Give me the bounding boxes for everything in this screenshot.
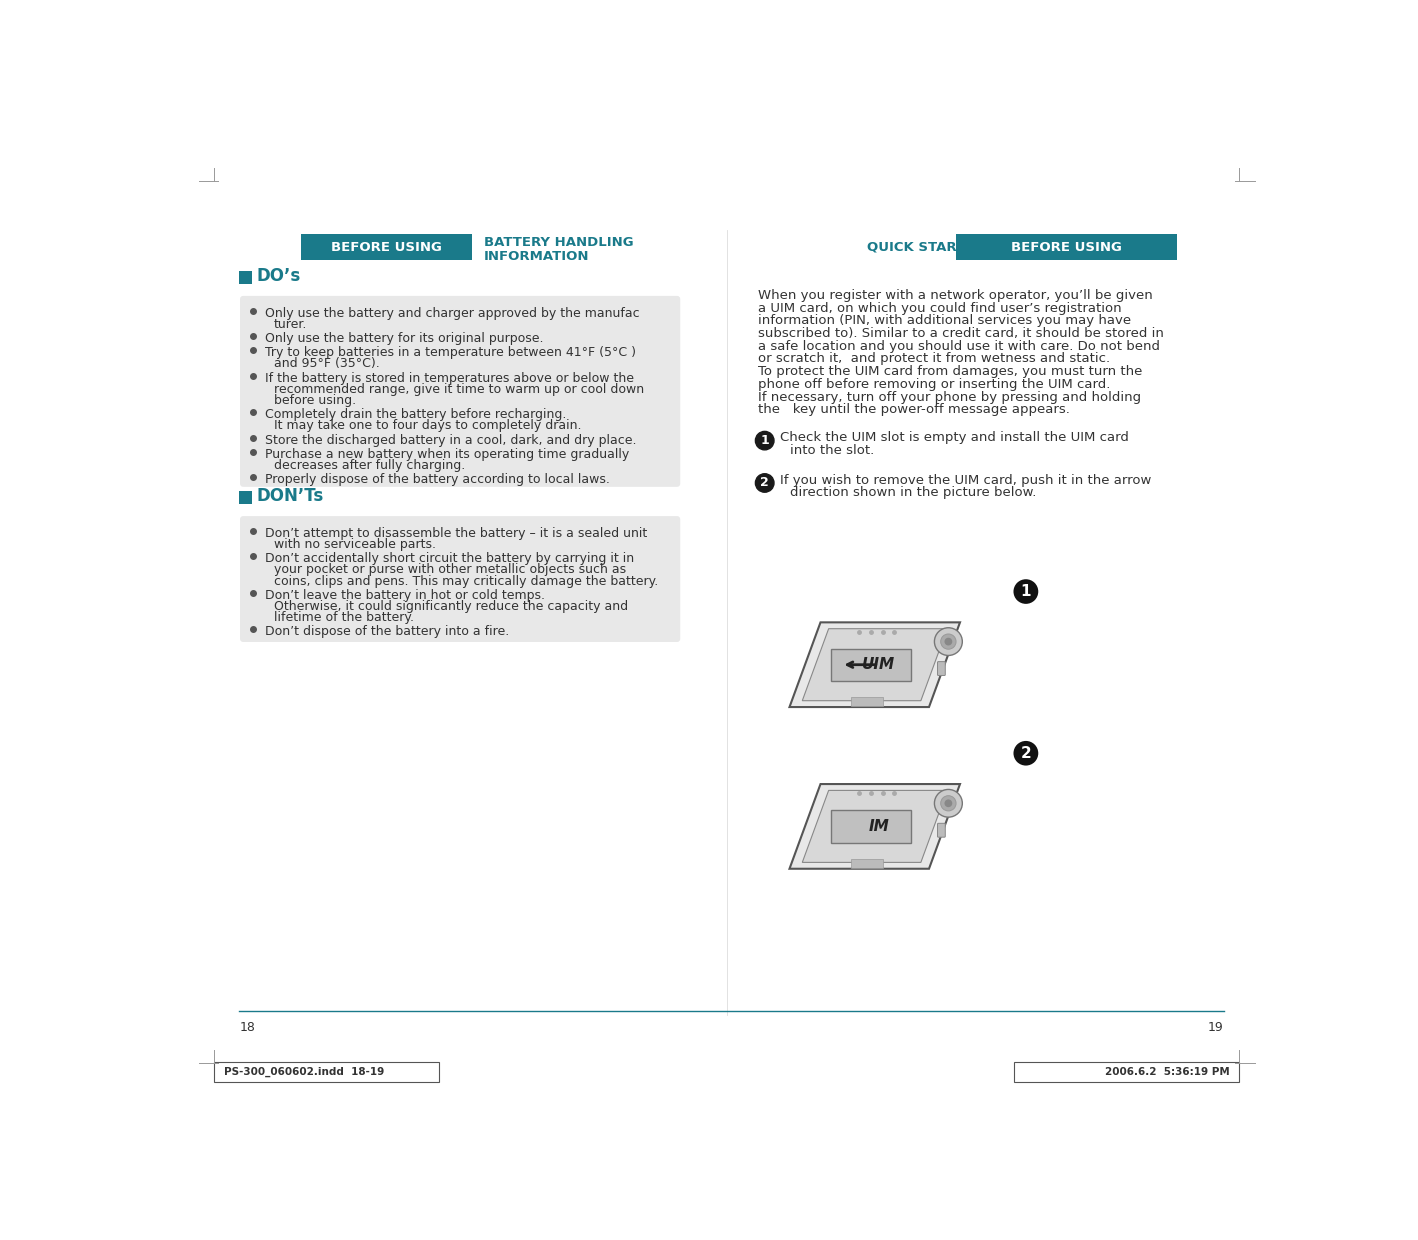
Text: Don’t leave the battery in hot or cold temps.: Don’t leave the battery in hot or cold t…	[265, 589, 545, 601]
Text: Completely drain the battery before recharging.: Completely drain the battery before rech…	[265, 408, 566, 422]
Text: IM: IM	[868, 818, 889, 835]
Text: or scratch it,  and protect it from wetness and static.: or scratch it, and protect it from wetne…	[759, 352, 1110, 366]
Text: a safe location and you should use it with care. Do not bend: a safe location and you should use it wi…	[759, 340, 1160, 352]
Circle shape	[944, 800, 953, 807]
Text: Don’t dispose of the battery into a fire.: Don’t dispose of the battery into a fire…	[265, 625, 509, 639]
FancyBboxPatch shape	[831, 810, 912, 842]
FancyBboxPatch shape	[851, 859, 883, 868]
Text: When you register with a network operator, you’ll be given: When you register with a network operato…	[759, 289, 1153, 303]
Text: If necessary, turn off your phone by pressing and holding: If necessary, turn off your phone by pre…	[759, 391, 1141, 403]
Circle shape	[934, 790, 963, 817]
Circle shape	[756, 432, 774, 450]
Text: a UIM card, on which you could find user’s registration: a UIM card, on which you could find user…	[759, 301, 1122, 315]
Text: If the battery is stored in temperatures above or below the: If the battery is stored in temperatures…	[265, 372, 634, 384]
Text: the   key until the power-off message appears.: the key until the power-off message appe…	[759, 403, 1071, 417]
Polygon shape	[803, 790, 947, 862]
Text: UIM: UIM	[862, 657, 895, 672]
Text: 1: 1	[1021, 584, 1031, 599]
Circle shape	[1014, 742, 1038, 765]
Circle shape	[1014, 579, 1038, 604]
Text: Only use the battery and charger approved by the manufac: Only use the battery and charger approve…	[265, 306, 640, 320]
FancyBboxPatch shape	[956, 234, 1177, 260]
Text: with no serviceable parts.: with no serviceable parts.	[274, 538, 437, 551]
Circle shape	[940, 634, 956, 650]
Text: 2006.6.2  5:36:19 PM: 2006.6.2 5:36:19 PM	[1105, 1068, 1229, 1078]
Text: 1: 1	[760, 434, 769, 448]
Text: Properly dispose of the battery according to local laws.: Properly dispose of the battery accordin…	[265, 474, 610, 486]
Text: into the slot.: into the slot.	[790, 444, 873, 456]
Text: lifetime of the battery.: lifetime of the battery.	[274, 611, 414, 624]
Text: BATTERY HANDLING: BATTERY HANDLING	[484, 236, 634, 249]
Text: Check the UIM slot is empty and install the UIM card: Check the UIM slot is empty and install …	[780, 432, 1129, 444]
Text: BEFORE USING: BEFORE USING	[1011, 241, 1122, 254]
Text: BEFORE USING: BEFORE USING	[330, 241, 442, 254]
Text: Don’t attempt to disassemble the battery – it is a sealed unit: Don’t attempt to disassemble the battery…	[265, 527, 647, 539]
Text: 2: 2	[760, 476, 769, 490]
Circle shape	[756, 474, 774, 492]
FancyBboxPatch shape	[240, 516, 681, 642]
Text: Purchase a new battery when its operating time gradually: Purchase a new battery when its operatin…	[265, 448, 630, 461]
Text: PS-300_060602.indd  18-19: PS-300_060602.indd 18-19	[224, 1066, 384, 1078]
Polygon shape	[790, 784, 960, 869]
Text: Store the discharged battery in a cool, dark, and dry place.: Store the discharged battery in a cool, …	[265, 434, 637, 446]
Text: To protect the UIM card from damages, you must turn the: To protect the UIM card from damages, yo…	[759, 365, 1143, 378]
Text: If you wish to remove the UIM card, push it in the arrow: If you wish to remove the UIM card, push…	[780, 474, 1151, 487]
Text: 19: 19	[1208, 1022, 1224, 1034]
Text: DON’Ts: DON’Ts	[257, 487, 323, 505]
FancyBboxPatch shape	[851, 697, 883, 707]
Polygon shape	[803, 629, 947, 701]
Text: decreases after fully charging.: decreases after fully charging.	[274, 459, 465, 472]
Text: and 95°F (35°C).: and 95°F (35°C).	[274, 357, 380, 371]
FancyBboxPatch shape	[301, 234, 472, 260]
Text: Only use the battery for its original purpose.: Only use the battery for its original pu…	[265, 332, 543, 345]
Text: Try to keep batteries in a temperature between 41°F (5°C ): Try to keep batteries in a temperature b…	[265, 346, 635, 360]
Text: INFORMATION: INFORMATION	[484, 249, 590, 263]
Text: your pocket or purse with other metallic objects such as: your pocket or purse with other metallic…	[274, 563, 627, 577]
Text: direction shown in the picture below.: direction shown in the picture below.	[790, 486, 1037, 498]
FancyBboxPatch shape	[937, 823, 946, 837]
FancyBboxPatch shape	[240, 491, 251, 503]
Text: phone off before removing or inserting the UIM card.: phone off before removing or inserting t…	[759, 378, 1110, 391]
Text: coins, clips and pens. This may critically damage the battery.: coins, clips and pens. This may critical…	[274, 574, 658, 588]
Text: QUICK START: QUICK START	[866, 241, 966, 254]
Text: 2: 2	[1021, 745, 1031, 761]
Text: before using.: before using.	[274, 394, 356, 407]
Text: subscribed to). Similar to a credit card, it should be stored in: subscribed to). Similar to a credit card…	[759, 327, 1164, 340]
Text: It may take one to four days to completely drain.: It may take one to four days to complete…	[274, 419, 581, 433]
Text: information (PIN, with additional services you may have: information (PIN, with additional servic…	[759, 315, 1132, 327]
Polygon shape	[790, 622, 960, 707]
Text: turer.: turer.	[274, 317, 308, 331]
FancyBboxPatch shape	[937, 662, 946, 676]
Text: Don’t accidentally short circuit the battery by carrying it in: Don’t accidentally short circuit the bat…	[265, 552, 634, 565]
Circle shape	[934, 627, 963, 656]
FancyBboxPatch shape	[240, 272, 251, 284]
Text: recommended range, give it time to warm up or cool down: recommended range, give it time to warm …	[274, 383, 644, 396]
Text: 18: 18	[240, 1022, 255, 1034]
Circle shape	[940, 796, 956, 811]
Circle shape	[944, 637, 953, 646]
Text: DO’s: DO’s	[257, 267, 301, 285]
FancyBboxPatch shape	[240, 296, 681, 487]
FancyBboxPatch shape	[831, 649, 912, 681]
Text: Otherwise, it could significantly reduce the capacity and: Otherwise, it could significantly reduce…	[274, 600, 628, 613]
